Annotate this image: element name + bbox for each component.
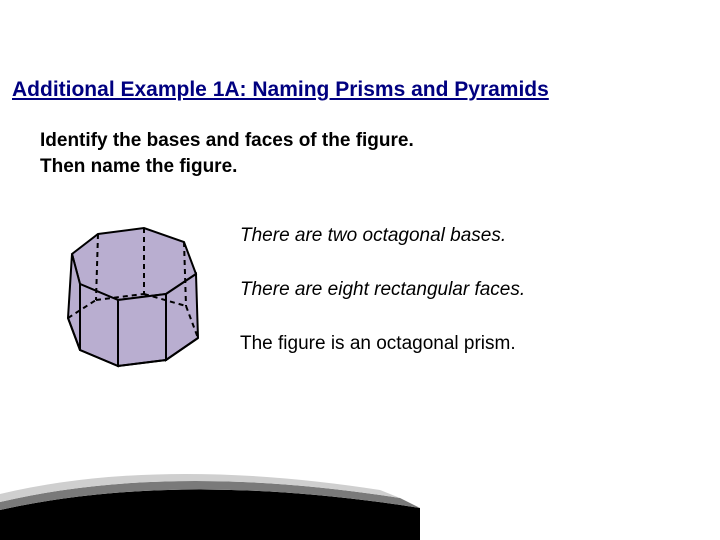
prompt-line-2: Then name the figure.	[40, 154, 414, 180]
statements-block: There are two octagonal bases. There are…	[240, 225, 525, 387]
prompt-text: Identify the bases and faces of the figu…	[40, 128, 414, 179]
decorative-swoosh	[0, 450, 720, 540]
statement-3: The figure is an octagonal prism.	[240, 333, 525, 355]
octagonal-prism-figure	[46, 210, 226, 390]
prompt-line-1: Identify the bases and faces of the figu…	[40, 128, 414, 154]
statement-1: There are two octagonal bases.	[240, 225, 525, 247]
slide-title: Additional Example 1A: Naming Prisms and…	[12, 78, 549, 102]
statement-2: There are eight rectangular faces.	[240, 279, 525, 301]
